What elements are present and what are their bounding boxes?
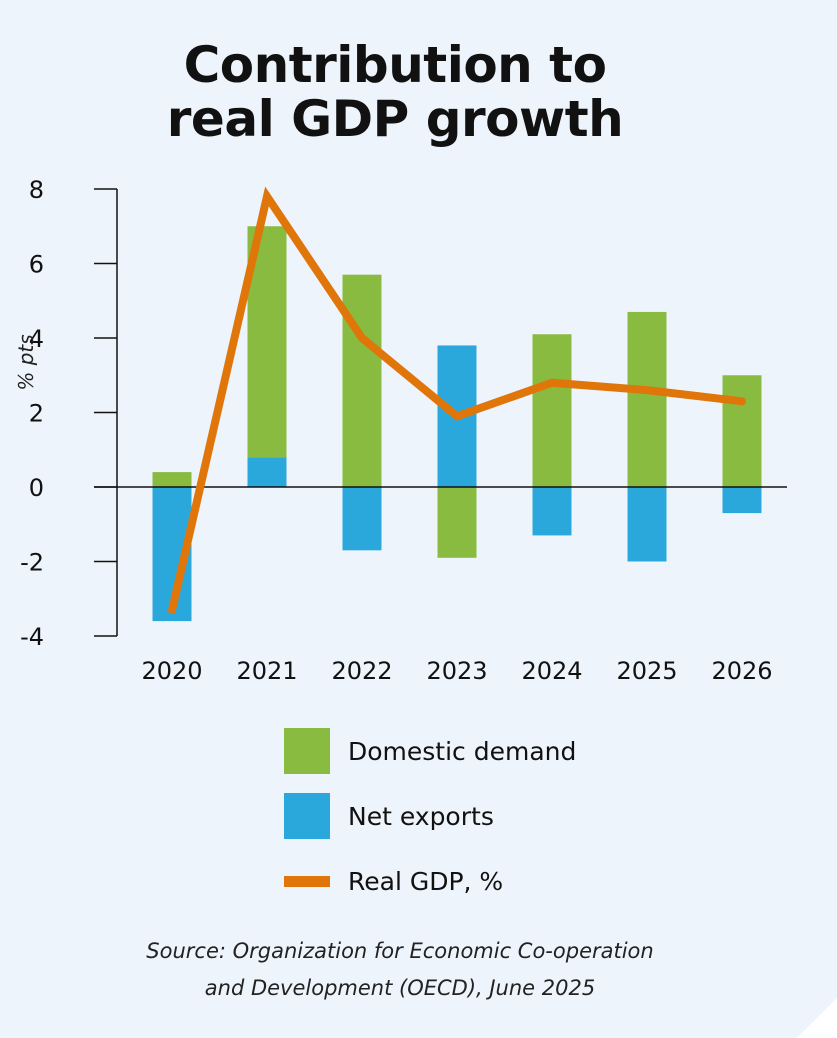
y-tick-label: 0 [29,474,44,502]
x-tick-label-2025: 2025 [616,657,677,685]
legend-label: Domestic demand [348,736,577,766]
source-line-1: Source: Organization for Economic Co-ope… [146,939,654,963]
legend-item-real-gdp: Real GDP, % [284,858,576,904]
legend: Domestic demand Net exports Real GDP, % [284,728,576,904]
chart-title: Contribution to real GDP growth [0,38,790,146]
chart-plot: 2020 2021 2022 2023 2024 2025 2026 8 6 4 2 0 -2 -4 % p… [14,176,787,685]
x-tick-label-2026: 2026 [711,657,772,685]
legend-item-domestic-demand: Domestic demand [284,728,576,774]
y-tick-label: 8 [29,176,44,204]
legend-swatch-domestic-demand [284,728,330,774]
legend-label: Real GDP, % [348,866,504,896]
x-tick-label-2020: 2020 [141,657,202,685]
bar-domestic-demand-2024 [532,334,572,487]
x-tick-label-2023: 2023 [426,657,487,685]
bar-domestic-demand-2026 [722,375,762,487]
bar-domestic-demand-2023 [437,487,477,558]
axes-group [94,188,787,637]
y-tick-label: 2 [29,400,44,428]
bar-net-exports-2026 [722,487,762,514]
chart-title-line-1: Contribution to [183,36,607,94]
x-tick-label-2024: 2024 [521,657,582,685]
source-line-2: and Development (OECD), June 2025 [204,976,596,1000]
bar-domestic-demand-2025 [627,311,667,487]
bar-net-exports-2021 [247,457,287,487]
bar-domestic-demand-2020 [152,472,192,487]
labels-group: 2020 2021 2022 2023 2024 2025 2026 8 6 4 2 0 -2 -4 % p… [14,176,773,685]
legend-label: Net exports [348,801,494,831]
legend-swatch-net-exports [284,793,330,839]
source-note: Source: Organization for Economic Co-ope… [0,933,800,1007]
chart-title-line-2: real GDP growth [166,90,624,148]
page-corner-fold [797,998,837,1038]
y-tick-label: -2 [20,549,44,577]
x-tick-label-2021: 2021 [236,657,297,685]
y-tick-label: -4 [20,623,44,651]
y-axis-title: % pts [14,334,38,390]
legend-swatch-real-gdp [284,875,330,887]
line-group [168,186,746,614]
bar-net-exports-2024 [532,487,572,536]
legend-item-net-exports: Net exports [284,793,576,839]
y-tick-label: 4 [29,325,44,353]
bar-net-exports-2025 [627,487,667,562]
bar-net-exports-2022 [342,487,382,551]
x-tick-label-2022: 2022 [331,657,392,685]
y-tick-label: 6 [29,251,44,279]
bar-domestic-demand-2022 [342,274,382,487]
